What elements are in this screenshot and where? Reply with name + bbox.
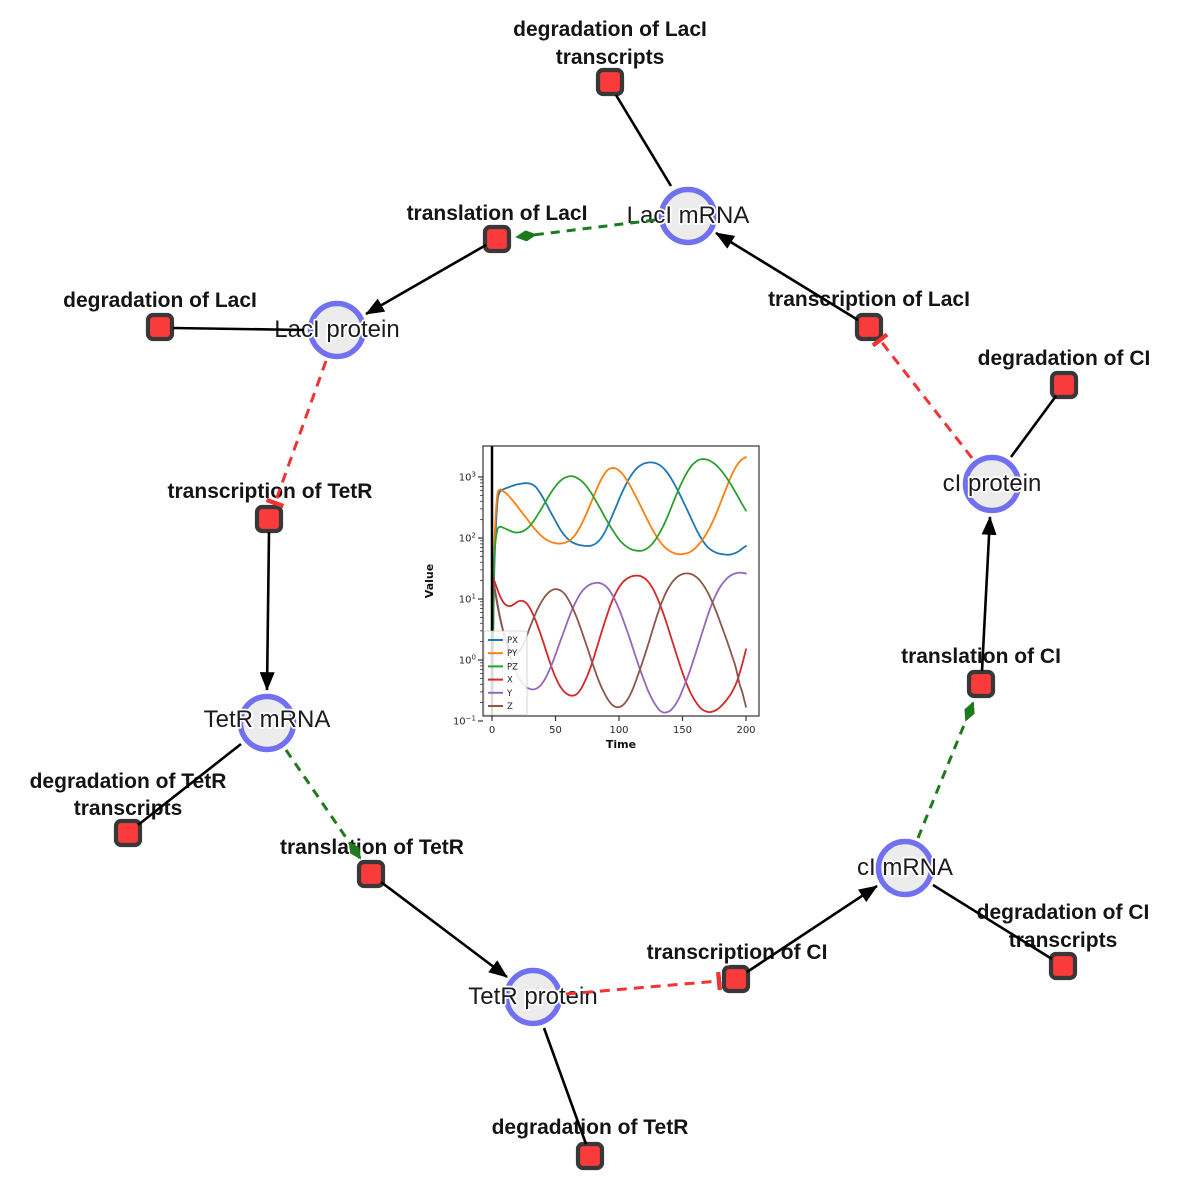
legend-label-Z: Z — [507, 702, 513, 712]
edge-modifier-laci-mrna-to-translation — [515, 218, 656, 242]
reaction-node-deg-laci-transcripts — [595, 67, 625, 97]
y-tick-label: 102 — [459, 532, 476, 545]
series-line-PX — [491, 461, 747, 712]
species-label-tetr-protein: TetR protein — [468, 983, 597, 1010]
reaction-label-translation-laci: translation of LacI — [407, 202, 588, 225]
species-circle — [503, 967, 563, 1027]
legend-label-PX: PX — [507, 636, 518, 646]
y-axis-title: Value — [423, 564, 436, 598]
x-tick-label: 50 — [549, 725, 562, 736]
species-circle — [237, 693, 297, 753]
species-circle — [875, 838, 935, 898]
legend-label-Y: Y — [506, 689, 513, 699]
reaction-label-deg-laci: degradation of LacI — [63, 289, 257, 312]
reaction-label-transcription-tetr: transcription of TetR — [168, 480, 373, 503]
inset-timeseries-chart: 0 50 100 150 200 10−1 100 101 102 103 PX PY PZ XYZ Ti… — [420, 436, 780, 766]
y-tick-label: 10−1 — [453, 715, 476, 728]
reaction-node-deg-ci — [1049, 370, 1079, 400]
legend-label-PY: PY — [507, 649, 518, 659]
chart-legend: PX PY PZ XYZ — [483, 630, 528, 716]
edge-ci-mrna-to-deg-transcripts — [932, 883, 1053, 961]
species-label-ci-mrna: cI mRNA — [857, 854, 953, 881]
y-tick-label: 101 — [459, 593, 476, 606]
reaction-node-deg-tetr — [575, 1141, 605, 1171]
reaction-node-deg-ci-transcripts — [1048, 951, 1078, 981]
label-layer: LacI mRNA LacI protein cI protein TetR m… — [28, 16, 1153, 1141]
chart-plot-area: 0 50 100 150 200 10−1 100 101 102 103 PX PY PZ XYZ — [453, 445, 760, 736]
x-tick-label: 200 — [736, 725, 755, 736]
reaction-node-translation-laci — [482, 224, 512, 254]
node-layer — [113, 67, 1079, 1171]
edge-inhibition-laci-protein-to-transcription-tetr — [265, 360, 328, 509]
x-tick-label: 150 — [673, 725, 692, 736]
legend-label-X: X — [507, 676, 513, 686]
reaction-node-transcription-ci — [721, 964, 751, 994]
species-node-ci-mrna — [875, 838, 935, 898]
species-circle — [658, 186, 718, 246]
species-node-laci-mrna — [658, 186, 718, 246]
reaction-label-deg-tetr-transcripts-line2: transcripts — [74, 797, 183, 820]
reaction-label-deg-ci-transcripts-line2: transcripts — [1009, 929, 1118, 952]
reaction-node-transcription-laci — [854, 312, 884, 342]
edge-translation-laci-to-laci-protein — [365, 243, 487, 316]
species-node-ci-protein — [962, 454, 1022, 514]
edge-ci-protein-to-deg — [1009, 395, 1058, 458]
x-tick-label: 100 — [609, 725, 628, 736]
species-label-ci-protein: cI protein — [943, 470, 1042, 497]
reaction-label-translation-tetr: translation of TetR — [280, 836, 464, 859]
legend-box — [483, 630, 528, 716]
legend-label-PZ: PZ — [507, 662, 518, 672]
reaction-node-translation-tetr — [356, 859, 386, 889]
edge-translation-ci-to-ci-protein — [980, 516, 997, 672]
reaction-label-deg-tetr-transcripts-line1: degradation of TetR — [30, 770, 227, 793]
species-node-tetr-mrna — [237, 693, 297, 753]
species-circle — [307, 300, 367, 360]
species-node-tetr-protein — [503, 967, 563, 1027]
species-node-laci-protein — [307, 300, 367, 360]
species-label-tetr-mrna: TetR mRNA — [204, 706, 331, 733]
edge-transcription-tetr-to-tetr-mrna — [259, 531, 275, 691]
reaction-label-deg-tetr: degradation of TetR — [492, 1116, 689, 1139]
y-tick-label: 103 — [459, 471, 476, 484]
reaction-label-transcription-laci: transcription of LacI — [768, 288, 970, 311]
edge-translation-tetr-to-tetr-protein — [380, 880, 508, 979]
edge-modifier-ci-mrna-to-translation — [916, 701, 975, 839]
reaction-node-deg-laci — [145, 312, 175, 342]
edge-modifier-tetr-mrna-to-translation — [284, 749, 362, 860]
species-circle — [962, 454, 1022, 514]
edge-layer — [137, 94, 1058, 1145]
reaction-label-deg-ci: degradation of CI — [978, 347, 1151, 370]
edge-transcription-ci-to-ci-mrna — [746, 884, 878, 974]
edge-tetr-mrna-to-deg-transcripts — [137, 742, 242, 827]
reaction-label-deg-laci-transcripts-line1: degradation of LacI — [513, 18, 707, 41]
edge-laci-protein-to-deg — [172, 326, 305, 332]
edge-inhibition-tetr-protein-to-transcription-ci — [565, 971, 723, 996]
series-line-PY — [491, 456, 747, 712]
reaction-label-deg-ci-transcripts-line1: degradation of CI — [977, 901, 1150, 924]
x-axis-title: Time — [606, 738, 636, 751]
series-line-PZ — [491, 458, 747, 712]
edge-tetr-protein-to-deg — [542, 1027, 588, 1145]
reaction-label-translation-ci: translation of CI — [901, 645, 1061, 668]
reaction-label-transcription-ci: transcription of CI — [647, 941, 828, 964]
reaction-label-deg-laci-transcripts-line2: transcripts — [556, 46, 665, 69]
x-tick-label: 0 — [489, 725, 495, 736]
reaction-node-translation-ci — [966, 669, 996, 699]
edge-transcription-laci-to-laci-mrna — [715, 231, 859, 322]
chart-background — [420, 436, 780, 766]
edge-laci-mrna-to-deg-transcripts — [614, 94, 673, 187]
reaction-node-transcription-tetr — [254, 504, 284, 534]
y-tick-label: 100 — [459, 654, 476, 667]
series-line-Y — [491, 571, 747, 714]
species-label-laci-mrna: LacI mRNA — [627, 202, 750, 229]
edge-inhibition-ci-protein-to-transcription-laci — [871, 332, 974, 459]
reaction-node-deg-tetr-transcripts — [113, 818, 143, 848]
